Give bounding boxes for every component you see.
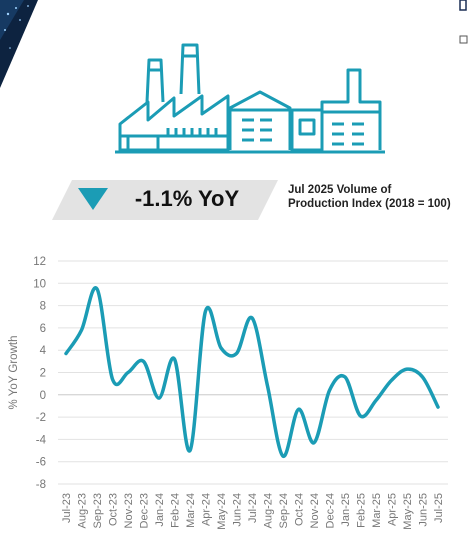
yoy-growth-line-chart: 12 10 8 6 4 2 0 -2 -4 -6 -8 % YoY Growth Jul-23 Aug-2… xyxy=(8,256,448,530)
y-tick-label: -4 xyxy=(36,434,47,446)
x-tick-label: Oct-24 xyxy=(294,493,306,526)
y-tick-label: 0 xyxy=(40,390,46,402)
dark-corner-graphic xyxy=(0,0,38,88)
y-tick-label: -2 xyxy=(36,412,46,424)
x-tick-label: Mar-25 xyxy=(371,493,383,528)
x-tick-label: Apr-24 xyxy=(201,493,213,526)
yoy-growth-series-line xyxy=(64,286,440,458)
y-tick-label: 10 xyxy=(33,278,46,290)
y-tick-label: -8 xyxy=(36,479,46,491)
x-tick-label: Feb-25 xyxy=(356,493,368,528)
kpi-description-line-1: Jul 2025 Volume of xyxy=(288,184,392,196)
kpi-banner xyxy=(52,180,278,220)
y-tick-label: 6 xyxy=(40,323,46,335)
x-tick-label: Nov-24 xyxy=(309,493,321,528)
x-tick-label: Aug-23 xyxy=(77,493,89,528)
x-tick-label: Aug-24 xyxy=(263,493,275,528)
x-tick-label: Oct-23 xyxy=(108,493,120,526)
y-tick-label: -6 xyxy=(36,457,46,469)
x-tick-label: Nov-23 xyxy=(123,493,135,528)
kpi-description: Jul 2025 Volume of Production Index (201… xyxy=(288,183,472,211)
kpi-description-line-2: Production Index (2018 = 100) xyxy=(288,198,451,210)
x-tick-label: Jan-24 xyxy=(154,493,166,527)
y-tick-label: 2 xyxy=(40,368,46,380)
y-tick-label: 12 xyxy=(33,256,46,268)
x-tick-label: Mar-24 xyxy=(185,493,197,528)
x-tick-label: Feb-24 xyxy=(170,493,182,528)
x-tick-label: Jun-25 xyxy=(418,493,430,527)
x-tick-label: Jul-23 xyxy=(61,493,73,523)
y-axis-label: % YoY Growth xyxy=(8,336,20,410)
factory-icon xyxy=(115,43,385,154)
x-tick-label: Dec-24 xyxy=(325,493,337,528)
x-tick-label: Jan-25 xyxy=(340,493,352,527)
x-tick-label: Sep-23 xyxy=(92,493,104,528)
x-tick-label: Dec-23 xyxy=(139,493,151,528)
x-tick-label: Sep-24 xyxy=(278,493,290,528)
edge-marks xyxy=(459,0,468,44)
kpi-yoy-value: -1.1% YoY xyxy=(134,186,240,211)
y-tick-label: 4 xyxy=(40,345,47,357)
x-tick-label: Jun-24 xyxy=(232,493,244,527)
x-tick-label: May-25 xyxy=(402,493,414,530)
x-tick-label: Apr-25 xyxy=(387,493,399,526)
x-tick-label: Jul-25 xyxy=(433,493,445,523)
x-tick-label: Jul-24 xyxy=(247,493,259,523)
y-tick-label: 8 xyxy=(40,301,46,313)
down-arrow-icon xyxy=(78,188,108,210)
x-tick-label: May-24 xyxy=(216,493,228,530)
